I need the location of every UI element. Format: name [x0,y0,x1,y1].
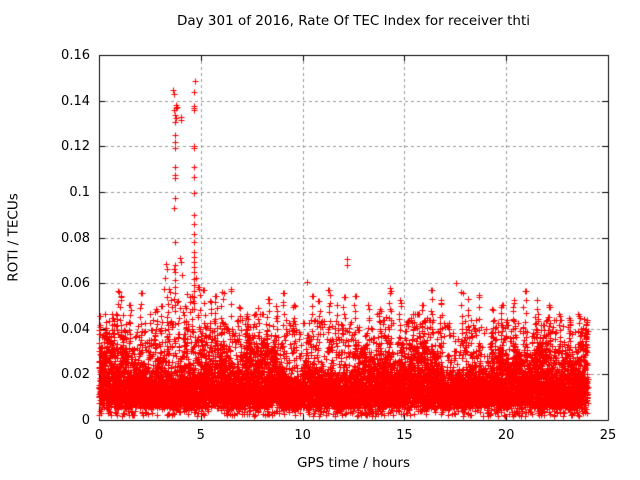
x-tick-label: 25 [599,428,617,443]
y-tick-label: 0 [81,413,90,428]
y-axis-label: ROTI / TECUs [5,193,22,282]
y-tick-label: 0.12 [61,139,90,155]
chart-title: Day 301 of 2016, Rate Of TEC Index for r… [176,13,531,29]
x-tick-label: 5 [196,428,205,443]
x-tick-label: 20 [497,428,515,443]
x-tick-label: 0 [94,428,104,443]
y-tick-label: 0.06 [61,276,90,292]
y-tick-label: 0.02 [61,367,90,383]
y-tick-label: 0.08 [61,230,90,246]
y-tick-label: 0.16 [61,48,90,63]
y-tick-label: 0.14 [61,93,90,109]
x-tick-label: 10 [294,428,311,443]
y-tick-label: 0.1 [69,184,90,200]
x-tick-label: 15 [396,428,413,443]
y-tick-label: 0.04 [61,321,90,337]
x-axis-label: GPS time / hours [296,455,411,471]
